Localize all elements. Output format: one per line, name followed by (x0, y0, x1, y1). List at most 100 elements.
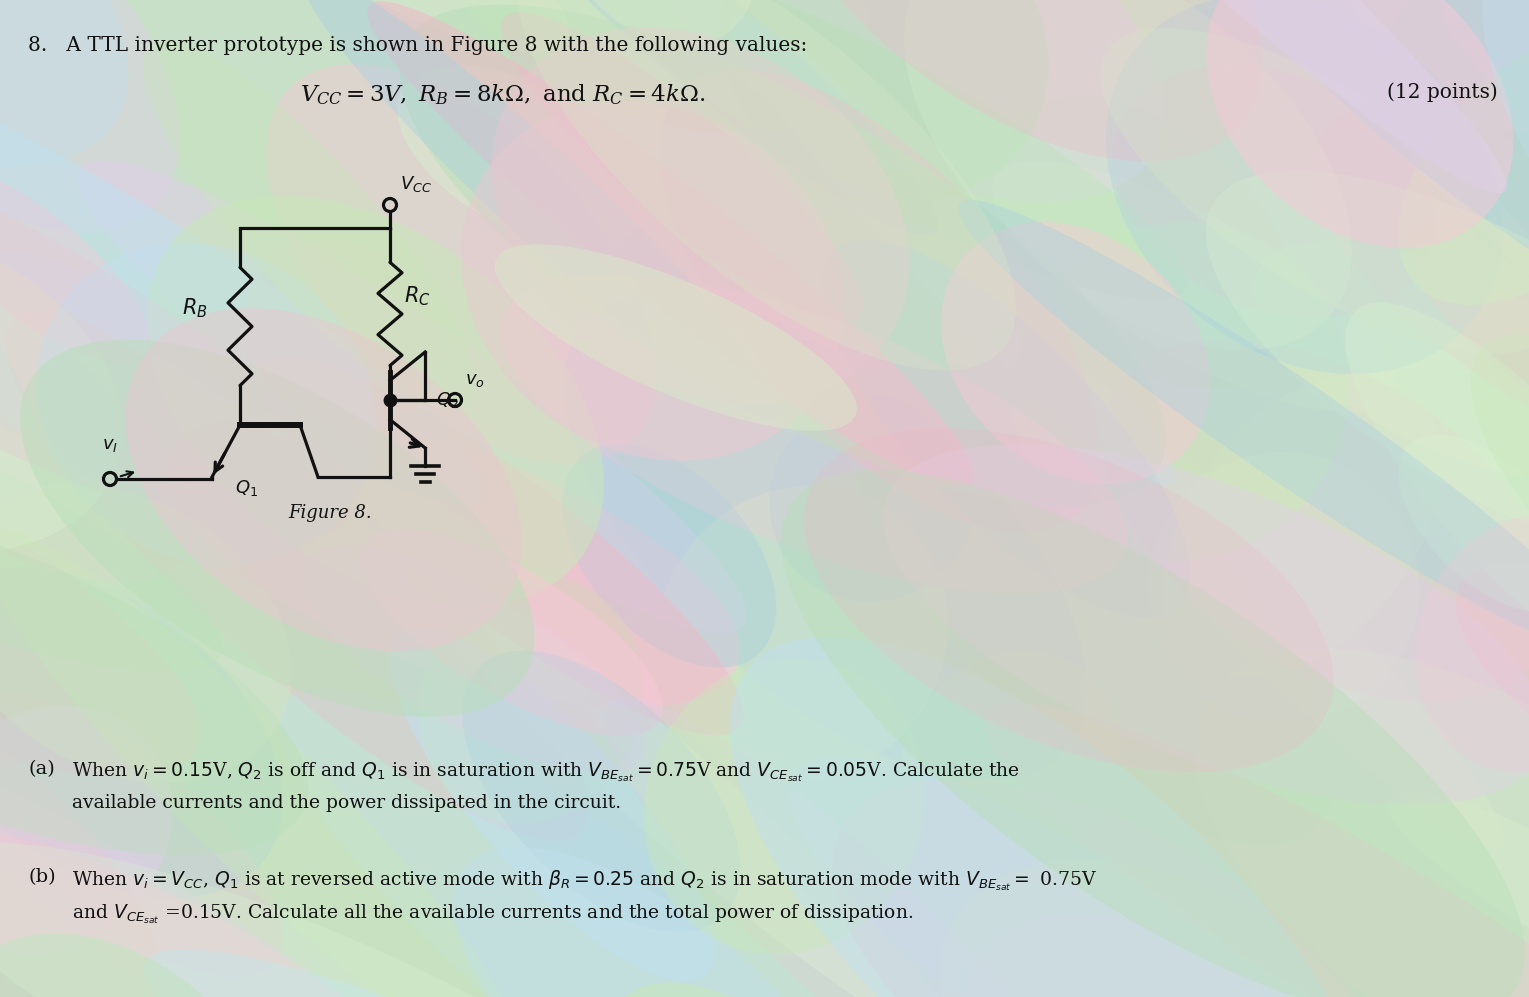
Ellipse shape (367, 1, 972, 487)
Ellipse shape (239, 0, 572, 53)
Ellipse shape (0, 485, 292, 783)
Ellipse shape (125, 308, 521, 651)
Ellipse shape (147, 195, 604, 606)
Text: $Q_1$: $Q_1$ (235, 478, 258, 498)
Ellipse shape (899, 651, 1121, 881)
Ellipse shape (1254, 241, 1529, 481)
Ellipse shape (1012, 222, 1349, 560)
Ellipse shape (303, 0, 786, 422)
Ellipse shape (422, 0, 870, 135)
Ellipse shape (245, 239, 440, 428)
Ellipse shape (20, 340, 535, 717)
Ellipse shape (1486, 0, 1529, 172)
Ellipse shape (904, 0, 1352, 350)
Text: $R_B$: $R_B$ (182, 296, 208, 320)
Ellipse shape (0, 756, 170, 997)
Ellipse shape (1112, 66, 1434, 318)
Text: $V_{CC}$: $V_{CC}$ (401, 174, 431, 194)
Ellipse shape (602, 697, 1092, 997)
Ellipse shape (590, 0, 1188, 300)
Ellipse shape (1387, 0, 1529, 315)
Ellipse shape (1206, 170, 1529, 566)
Ellipse shape (0, 344, 200, 777)
Ellipse shape (1410, 214, 1529, 564)
Ellipse shape (518, 0, 1015, 371)
Ellipse shape (1456, 562, 1529, 877)
Ellipse shape (992, 161, 1394, 412)
Ellipse shape (940, 222, 1209, 484)
Ellipse shape (0, 92, 352, 538)
Text: Figure 8.: Figure 8. (287, 504, 372, 522)
Ellipse shape (1332, 0, 1529, 137)
Ellipse shape (486, 0, 937, 234)
Ellipse shape (1206, 0, 1514, 247)
Ellipse shape (76, 161, 748, 633)
Ellipse shape (992, 325, 1505, 849)
Ellipse shape (1105, 0, 1503, 374)
Ellipse shape (0, 759, 607, 997)
Ellipse shape (884, 445, 1529, 805)
Text: $R_C$: $R_C$ (404, 284, 431, 308)
Text: 8.   A TTL inverter prototype is shown in Figure 8 with the following values:: 8. A TTL inverter prototype is shown in … (28, 36, 807, 55)
Ellipse shape (1471, 334, 1529, 660)
Ellipse shape (849, 357, 1333, 845)
Text: (b): (b) (28, 868, 55, 886)
Ellipse shape (0, 528, 518, 997)
Text: and $V_{CE_{sat}}$ =0.15V. Calculate all the available currents and the total po: and $V_{CE_{sat}}$ =0.15V. Calculate all… (72, 902, 913, 925)
Ellipse shape (0, 7, 31, 433)
Ellipse shape (1310, 96, 1529, 523)
Ellipse shape (729, 16, 1176, 487)
Text: $V_{CC} =3V,\ R_B = 8k\Omega,\text{ and }R_C = 4k\Omega.$: $V_{CC} =3V,\ R_B = 8k\Omega,\text{ and … (300, 82, 705, 107)
Ellipse shape (0, 933, 275, 997)
Ellipse shape (564, 293, 1087, 780)
Ellipse shape (563, 444, 777, 668)
Ellipse shape (833, 779, 1394, 997)
Ellipse shape (1483, 0, 1529, 420)
Text: When $v_i = V_{CC}$, $Q_1$ is at reversed active mode with $\beta_R = 0.25$ and : When $v_i = V_{CC}$, $Q_1$ is at reverse… (72, 868, 1096, 892)
Ellipse shape (0, 497, 309, 855)
Ellipse shape (390, 626, 714, 981)
Ellipse shape (1187, 0, 1529, 380)
Ellipse shape (1442, 0, 1529, 139)
Text: (a): (a) (28, 760, 55, 778)
Ellipse shape (502, 275, 1127, 593)
Ellipse shape (661, 69, 1099, 532)
Ellipse shape (300, 545, 645, 774)
Ellipse shape (453, 846, 850, 997)
Ellipse shape (1283, 0, 1529, 554)
Ellipse shape (558, 0, 755, 46)
Ellipse shape (656, 486, 948, 782)
Ellipse shape (399, 5, 1165, 506)
Ellipse shape (6, 311, 589, 840)
Ellipse shape (962, 913, 1358, 997)
Ellipse shape (0, 0, 128, 166)
Text: $Q_2$: $Q_2$ (436, 390, 459, 410)
Text: $v_o$: $v_o$ (465, 371, 485, 389)
Ellipse shape (502, 12, 862, 321)
Ellipse shape (618, 0, 1165, 201)
Ellipse shape (0, 159, 150, 362)
Ellipse shape (729, 637, 1372, 997)
Ellipse shape (0, 843, 696, 997)
Ellipse shape (37, 243, 376, 565)
Text: (12 points): (12 points) (1387, 82, 1498, 102)
Ellipse shape (1165, 374, 1442, 678)
Ellipse shape (460, 102, 844, 461)
Text: When $v_i = 0.15$V, $Q_2$ is off and $Q_1$ is in saturation with $V_{BE_{sat}} =: When $v_i = 0.15$V, $Q_2$ is off and $Q_… (72, 760, 1020, 784)
Ellipse shape (0, 0, 180, 233)
Text: available currents and the power dissipated in the circuit.: available currents and the power dissipa… (72, 794, 621, 812)
Ellipse shape (410, 562, 954, 997)
Ellipse shape (823, 239, 1190, 618)
Ellipse shape (144, 949, 754, 997)
Ellipse shape (0, 220, 122, 554)
Ellipse shape (1387, 791, 1529, 997)
Ellipse shape (0, 256, 196, 582)
Ellipse shape (0, 65, 486, 504)
Ellipse shape (1148, 452, 1419, 722)
Ellipse shape (1194, 648, 1529, 997)
Ellipse shape (898, 0, 1508, 193)
Ellipse shape (989, 96, 1298, 389)
Ellipse shape (1346, 303, 1529, 686)
Ellipse shape (0, 692, 283, 978)
Ellipse shape (0, 705, 173, 955)
